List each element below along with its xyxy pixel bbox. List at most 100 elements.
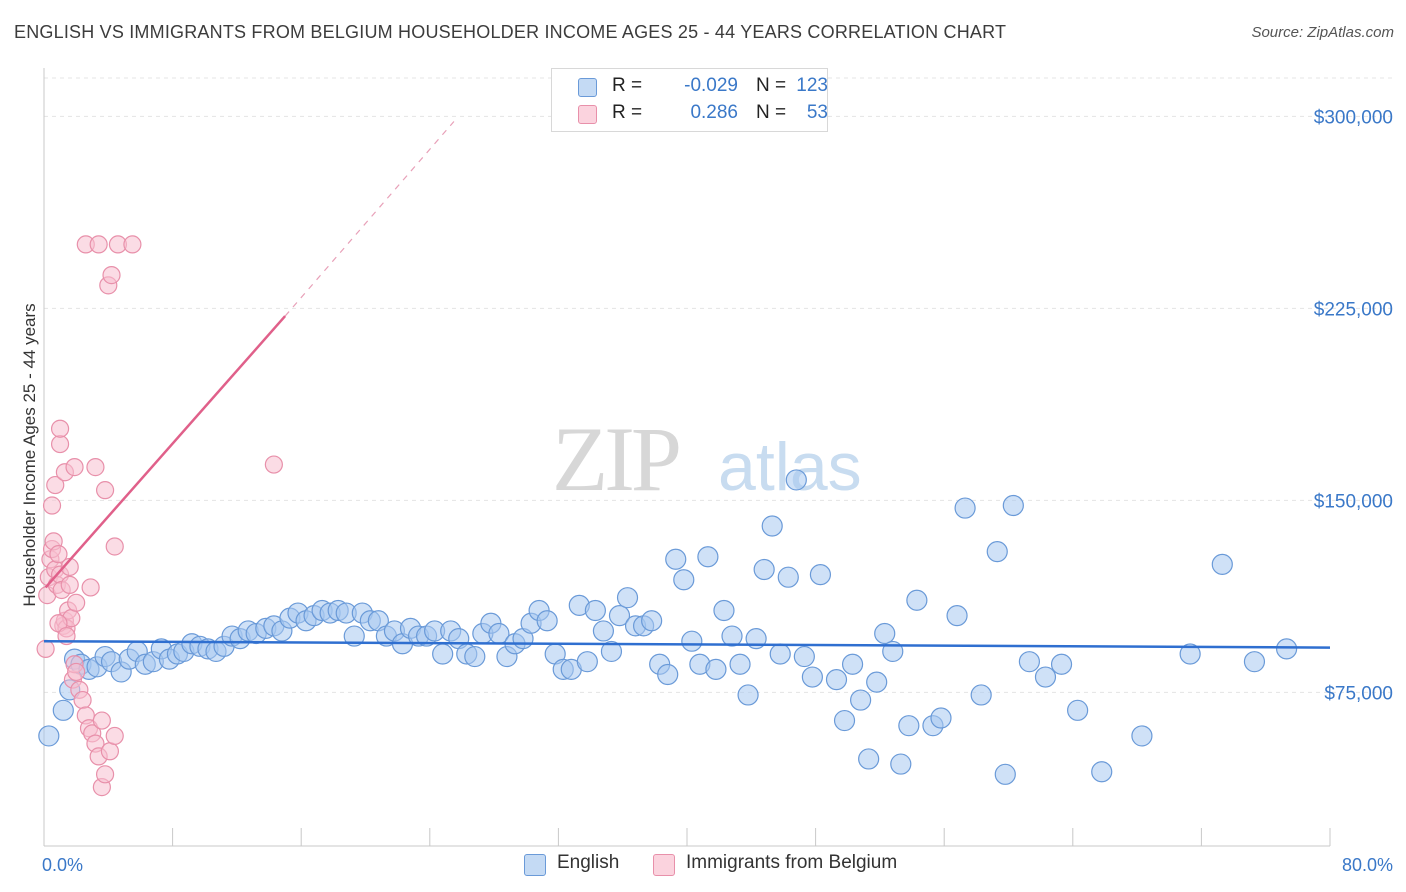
watermark-atlas: atlas bbox=[718, 429, 862, 505]
belgium-point bbox=[105, 726, 124, 746]
watermark-zip: ZIP bbox=[552, 408, 679, 510]
english-point bbox=[576, 651, 598, 673]
english-point bbox=[809, 564, 832, 586]
y-tick-label: $300,000 bbox=[1314, 107, 1393, 128]
english-point bbox=[898, 715, 920, 737]
belgium-point bbox=[89, 235, 108, 254]
legend-r-value: 0.286 bbox=[690, 102, 738, 123]
english-point bbox=[841, 653, 864, 675]
belgium-point bbox=[73, 690, 92, 710]
belgium-point bbox=[102, 266, 121, 285]
english-point bbox=[777, 566, 799, 588]
belgium-point bbox=[100, 742, 120, 761]
legend-swatch-belgium bbox=[578, 105, 597, 124]
english-point bbox=[343, 625, 365, 647]
english-point bbox=[536, 610, 558, 632]
y-tick-label: $75,000 bbox=[1324, 683, 1393, 704]
english-point bbox=[600, 640, 623, 663]
grid-lines bbox=[44, 77, 1394, 693]
legend-n-label: N = bbox=[756, 102, 787, 123]
belgium-point bbox=[86, 458, 105, 477]
english-point bbox=[584, 599, 606, 622]
english-point bbox=[697, 546, 719, 568]
english-point bbox=[432, 643, 454, 665]
english-point bbox=[946, 604, 968, 627]
english-point bbox=[592, 620, 615, 642]
belgium-point bbox=[60, 575, 79, 594]
y-tick-label: $225,000 bbox=[1314, 299, 1393, 320]
english-point bbox=[681, 630, 703, 652]
legend-n-label: N = bbox=[756, 75, 787, 96]
belgium-point bbox=[67, 662, 86, 682]
x-tick-label: 0.0% bbox=[42, 855, 83, 875]
belgium-point bbox=[50, 419, 70, 438]
y-tick-label: $150,000 bbox=[1314, 491, 1393, 512]
english-point bbox=[1091, 761, 1113, 783]
english-point bbox=[850, 689, 872, 711]
legend-r-label: R = bbox=[612, 75, 643, 96]
english-point bbox=[38, 725, 60, 747]
english-point bbox=[737, 684, 759, 706]
english-point bbox=[1018, 651, 1040, 673]
x-tick-label: 80.0% bbox=[1342, 855, 1393, 875]
english-point bbox=[986, 540, 1008, 563]
belgium-point bbox=[95, 765, 115, 784]
watermark: ZIP atlas bbox=[552, 408, 862, 510]
belgium-point bbox=[49, 614, 68, 633]
belgium-point bbox=[65, 458, 84, 477]
belgium-point bbox=[92, 711, 111, 730]
belgium-point bbox=[42, 496, 62, 515]
belgium-point bbox=[67, 593, 86, 612]
bottom-legend-swatch-english bbox=[524, 854, 546, 876]
stats-legend: R = -0.029 N = 123 R = 0.286 N = 53 bbox=[551, 68, 828, 132]
english-point bbox=[713, 599, 735, 622]
y-tick-labels: $75,000 $150,000 $225,000 $300,000 bbox=[1314, 107, 1393, 704]
belgium-point bbox=[105, 537, 124, 556]
english-point bbox=[464, 645, 486, 668]
english-point bbox=[608, 604, 631, 627]
bottom-legend-label-belgium: Immigrants from Belgium bbox=[686, 852, 898, 873]
english-point bbox=[858, 748, 880, 770]
english-point bbox=[1211, 553, 1233, 576]
english-point bbox=[641, 610, 663, 632]
english-point bbox=[825, 668, 848, 691]
english-point bbox=[761, 515, 783, 537]
english-point bbox=[769, 643, 791, 665]
english-point bbox=[785, 469, 807, 491]
x-tick-labels: 0.0% 80.0% bbox=[42, 855, 1393, 875]
english-point bbox=[793, 645, 815, 668]
belgium-point bbox=[264, 455, 283, 474]
english-point bbox=[753, 558, 775, 581]
chart-title: ENGLISH VS IMMIGRANTS FROM BELGIUM HOUSE… bbox=[14, 22, 1007, 42]
english-point bbox=[729, 653, 751, 675]
legend-r-label: R = bbox=[612, 102, 643, 123]
english-point bbox=[1050, 653, 1073, 675]
trend-line-english bbox=[43, 639, 1331, 649]
legend-n-value: 123 bbox=[796, 75, 828, 96]
english-point bbox=[52, 699, 74, 721]
belgium-point bbox=[50, 434, 70, 454]
english-point bbox=[930, 707, 952, 729]
english-point bbox=[673, 569, 695, 591]
english-point bbox=[1034, 666, 1057, 688]
english-point bbox=[1243, 651, 1266, 673]
legend-swatch-english bbox=[578, 78, 597, 97]
belgium-point bbox=[95, 481, 115, 500]
english-point bbox=[970, 684, 992, 706]
english-point bbox=[866, 671, 888, 693]
legend-r-value: -0.029 bbox=[684, 75, 738, 96]
english-point bbox=[616, 587, 639, 609]
y-axis-label: Householder Income Ages 25 - 44 years bbox=[20, 303, 39, 606]
trend-line-belgium-extension bbox=[284, 121, 455, 317]
english-point bbox=[721, 625, 743, 647]
belgium-point bbox=[123, 235, 142, 254]
belgium-point bbox=[36, 639, 55, 658]
trend-lines bbox=[43, 121, 1331, 649]
belgium-point bbox=[46, 475, 65, 495]
english-point bbox=[890, 753, 912, 775]
english-point bbox=[906, 589, 928, 611]
belgium-point bbox=[49, 545, 68, 564]
axes bbox=[43, 68, 1331, 847]
english-point bbox=[833, 709, 856, 732]
